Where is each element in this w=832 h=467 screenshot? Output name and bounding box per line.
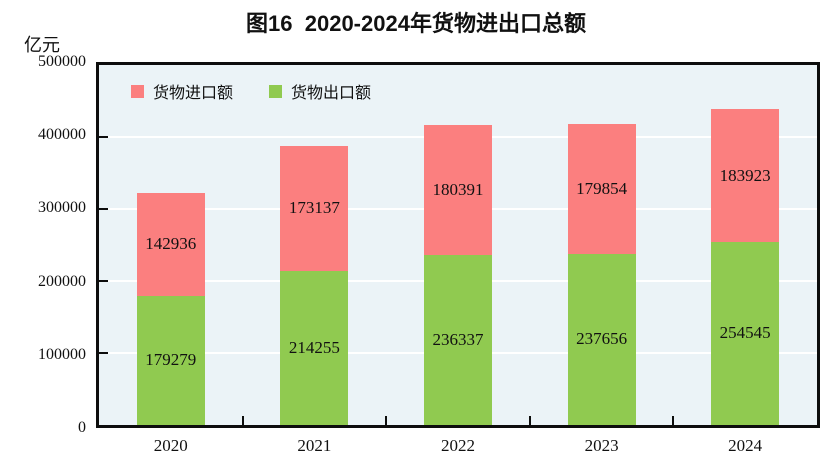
legend-swatch-import-icon <box>131 84 144 98</box>
import-segment-2024: 183923 <box>711 109 780 242</box>
x-axis-labels: 2020 2021 2022 2023 2024 <box>99 436 817 456</box>
stacked-bar-2023: 237656 179854 <box>567 65 636 425</box>
import-value-label-2023: 179854 <box>576 179 628 199</box>
y-axis-unit-label: 亿元 <box>24 35 60 55</box>
legend-swatch-export-icon <box>269 84 283 98</box>
x-tick-mark-4 <box>672 416 675 425</box>
legend: 货物进口额 货物出口额 <box>131 79 371 103</box>
y-tick-label-400000: 400000 <box>38 126 86 144</box>
stacked-bar-2020: 179279 142936 <box>136 65 205 425</box>
y-tick-label-300000: 300000 <box>38 199 86 217</box>
x-axis-label-2024: 2024 <box>728 436 763 455</box>
bar-column-2022: 236337 180391 <box>386 65 530 425</box>
y-tick-mark-300000 <box>99 208 108 210</box>
import-value-label-2024: 183923 <box>719 165 771 185</box>
legend-label-import: 货物进口额 <box>153 85 234 102</box>
x-tick-mark-2 <box>385 416 388 425</box>
y-tick-label-200000: 200000 <box>38 272 86 290</box>
y-tick-mark-100000 <box>99 352 108 354</box>
x-axis-label-2020: 2020 <box>153 436 188 455</box>
import-segment-2021: 173137 <box>280 146 349 271</box>
plot-area: 货物进口额 货物出口额 179279 142936 214255 173137 2363… <box>96 62 820 428</box>
export-value-label-2021: 214255 <box>288 337 340 357</box>
x-axis-label-2021: 2021 <box>297 436 332 455</box>
x-tick-mark-3 <box>528 416 531 425</box>
export-value-label-2020: 179279 <box>145 350 197 370</box>
y-tick-label-0: 0 <box>78 419 86 436</box>
y-tick-label-500000: 500000 <box>38 53 86 70</box>
y-tick-mark-200000 <box>99 280 108 282</box>
import-segment-2022: 180391 <box>423 124 492 255</box>
import-value-label-2020: 142936 <box>145 234 197 254</box>
import-value-label-2021: 173137 <box>288 198 340 218</box>
bar-column-2020: 179279 142936 <box>99 65 243 425</box>
import-value-label-2022: 180391 <box>432 179 484 199</box>
export-value-label-2024: 254545 <box>719 323 771 343</box>
export-segment-2023: 237656 <box>567 253 636 425</box>
import-segment-2023: 179854 <box>567 124 636 254</box>
x-axis-label-2022: 2022 <box>440 436 475 455</box>
bars-container: 179279 142936 214255 173137 236337 180391 2376… <box>99 65 817 425</box>
chart-title: 图16 2020-2024年货物进出口总额 <box>246 11 586 36</box>
bar-column-2023: 237656 179854 <box>530 65 674 425</box>
import-segment-2020: 142936 <box>136 193 205 296</box>
y-tick-mark-400000 <box>99 136 108 138</box>
stacked-bar-2021: 214255 173137 <box>280 65 349 425</box>
y-tick-label-100000: 100000 <box>38 345 86 363</box>
export-segment-2024: 254545 <box>711 241 780 425</box>
export-segment-2020: 179279 <box>136 295 205 425</box>
legend-item-import: 货物进口额 <box>131 79 233 103</box>
x-tick-mark-1 <box>241 416 244 425</box>
bar-column-2021: 214255 173137 <box>243 65 387 425</box>
export-segment-2022: 236337 <box>423 254 492 425</box>
legend-label-export: 货物出口额 <box>291 85 372 102</box>
stacked-bar-2022: 236337 180391 <box>423 65 492 425</box>
export-segment-2021: 214255 <box>280 270 349 425</box>
bar-column-2024: 254545 183923 <box>673 65 817 425</box>
stacked-bar-2024: 254545 183923 <box>711 65 780 425</box>
export-value-label-2022: 236337 <box>432 329 484 349</box>
legend-item-export: 货物出口额 <box>269 79 371 103</box>
x-axis-label-2023: 2023 <box>584 436 619 455</box>
export-value-label-2023: 237656 <box>576 329 628 349</box>
